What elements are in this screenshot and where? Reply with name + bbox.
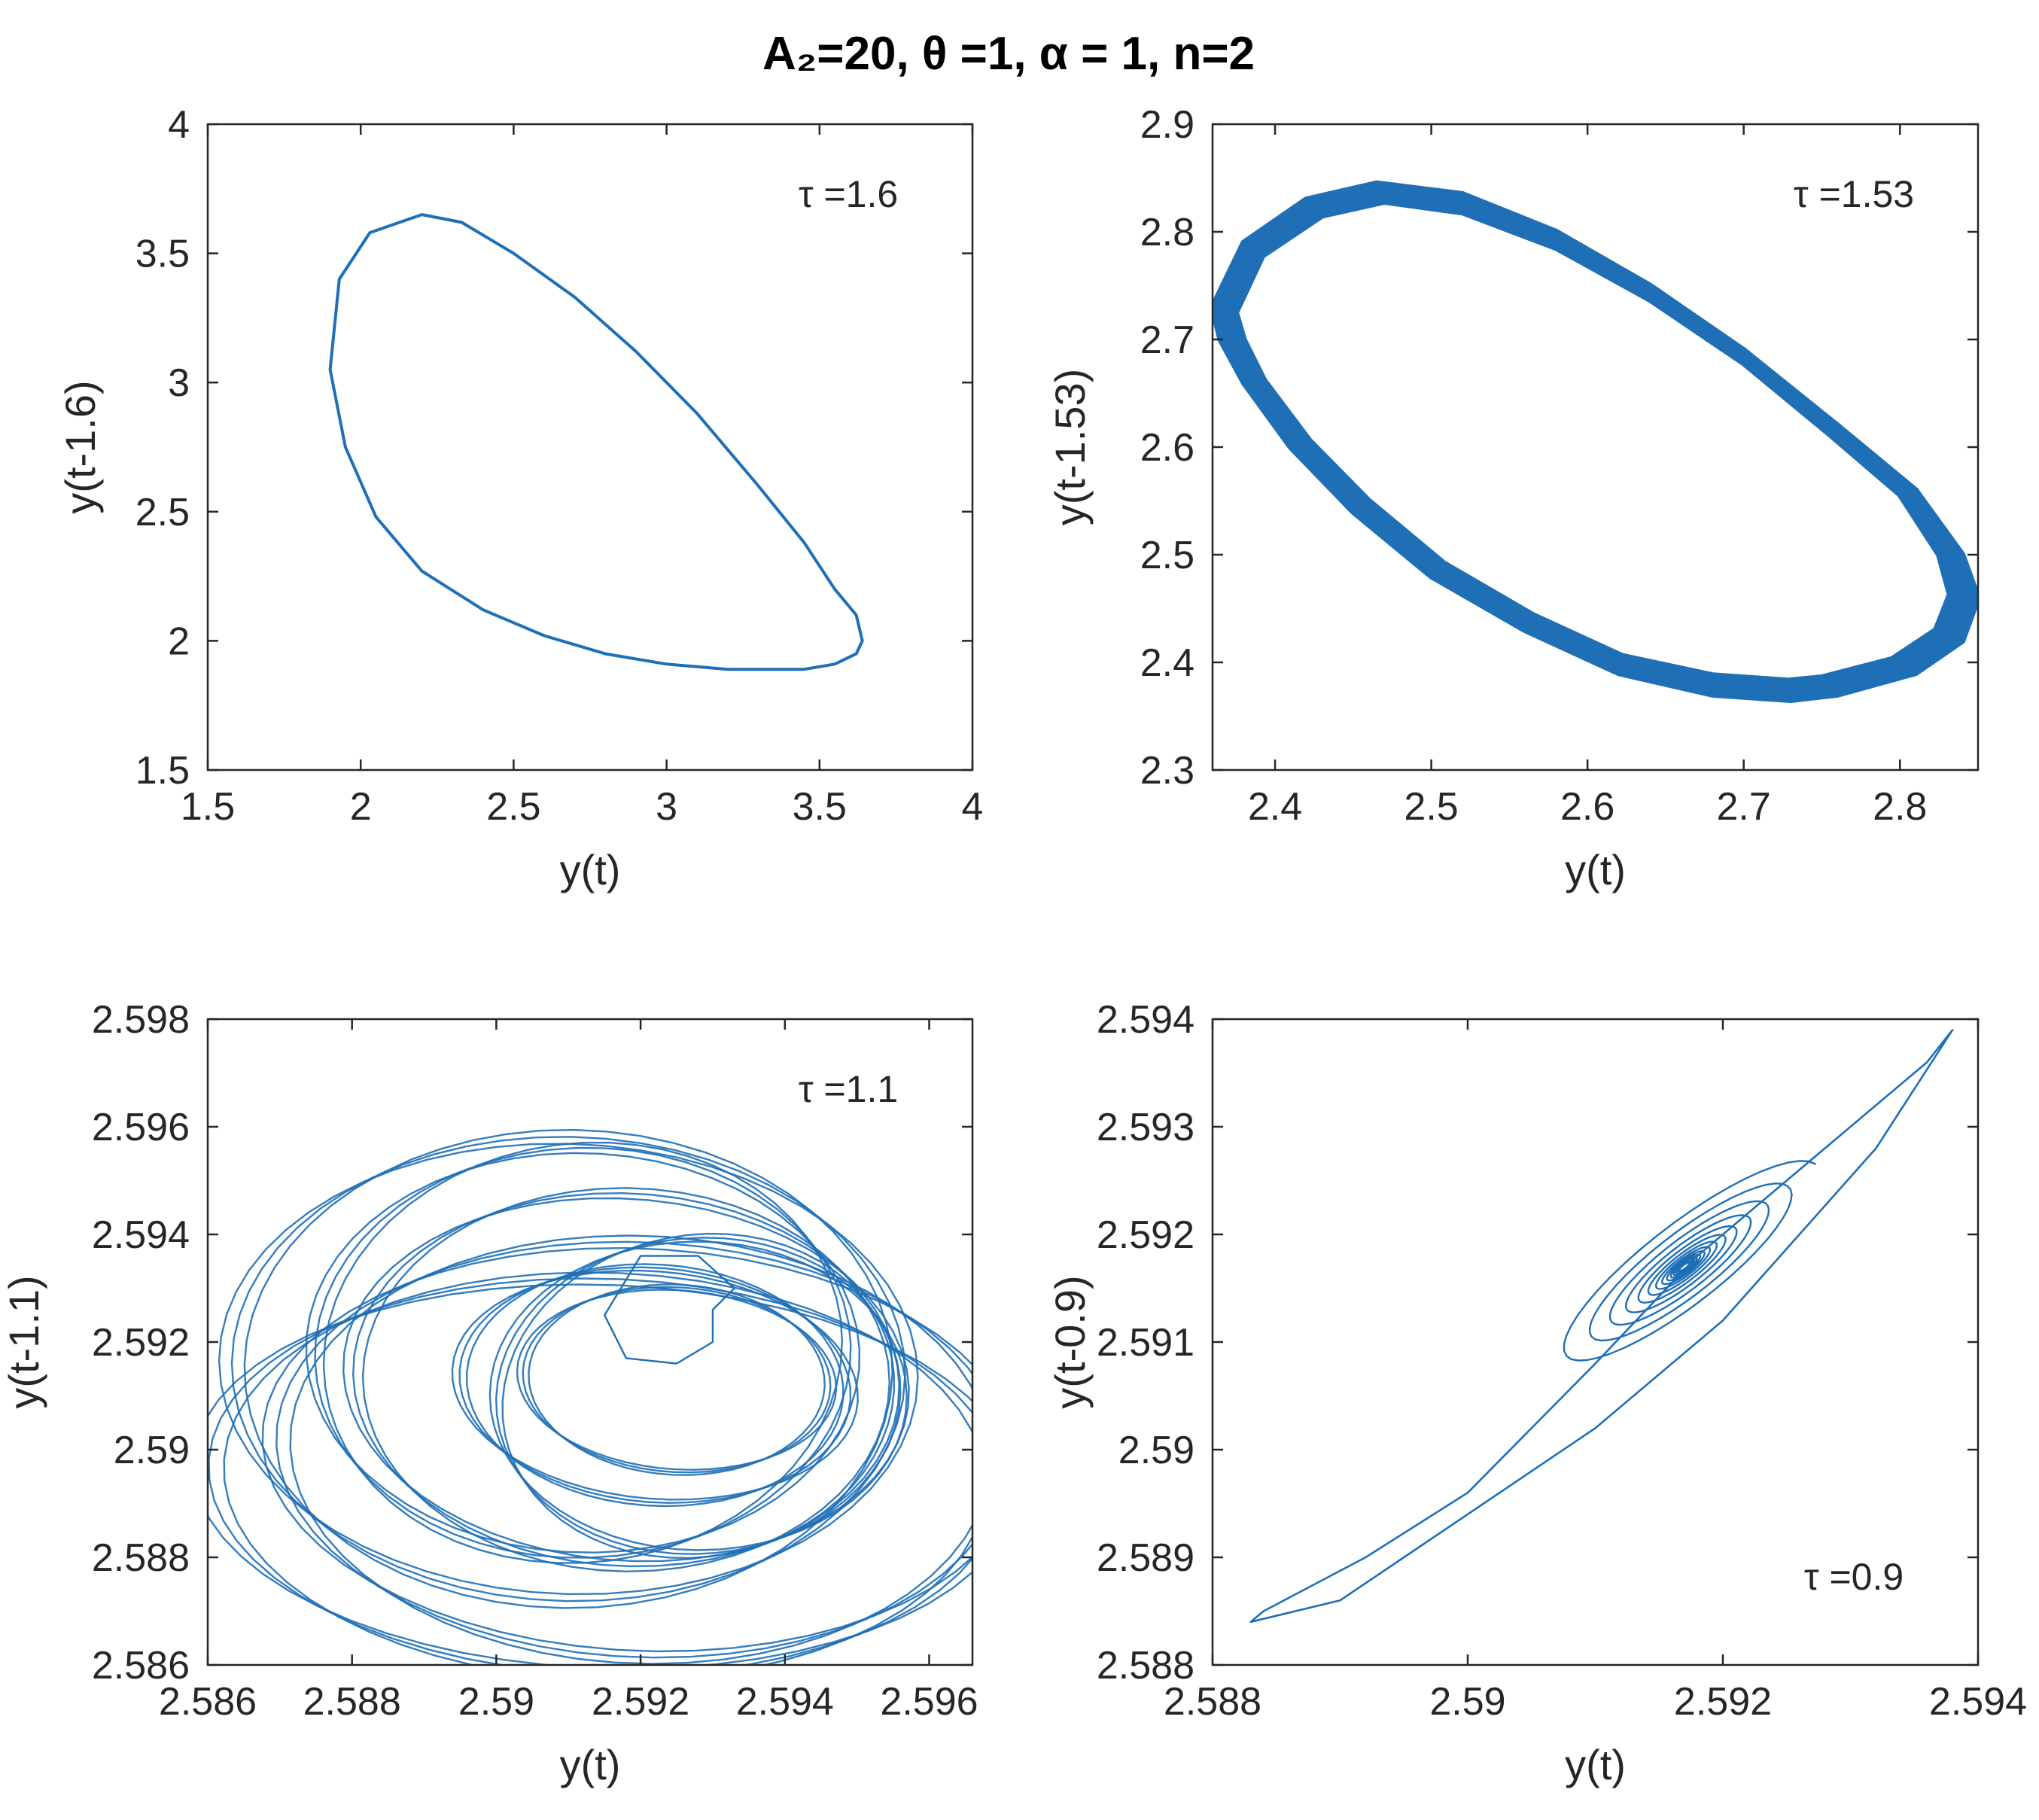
y-tick-label: 2.588 xyxy=(92,1536,190,1580)
orbit-loop xyxy=(488,1240,908,1551)
figure-title: A₂=20, θ =1, α = 1, n=2 xyxy=(762,28,1255,80)
x-tick-label: 2.588 xyxy=(303,1680,401,1724)
plot-area xyxy=(1213,180,1978,703)
spiral-line xyxy=(1563,1160,1817,1362)
x-tick-label: 2 xyxy=(350,785,372,829)
y-axis-label: y(t-1.6) xyxy=(56,380,104,513)
y-tick-label: 2.588 xyxy=(1097,1644,1194,1688)
orbit-loop xyxy=(522,1286,832,1474)
plot-area xyxy=(328,213,864,671)
x-tick-label: 1.5 xyxy=(181,785,235,829)
x-tick-label: 2.594 xyxy=(1929,1680,2027,1724)
orbit-loop xyxy=(516,1289,838,1471)
y-tick-label: 2.598 xyxy=(92,998,190,1042)
x-axis-label: y(t) xyxy=(1565,846,1626,893)
y-tick-label: 2.596 xyxy=(92,1106,190,1149)
y-tick-label: 2.7 xyxy=(1140,318,1194,362)
orbit-loop xyxy=(208,1283,972,1665)
panel-tau-0-9: 2.588 2.59 2.592 2.594 2.588 2.589 2.59 2.591 2.… xyxy=(1046,998,2027,1788)
y-tick-label: 2.59 xyxy=(114,1429,190,1472)
figure-title-text: A₂=20, θ =1, α = 1, n=2 xyxy=(762,28,1255,80)
x-tick-label: 2.594 xyxy=(736,1680,834,1724)
x-axis-label: y(t) xyxy=(560,1741,621,1788)
tau-annotation: τ =1.53 xyxy=(1794,173,1914,215)
x-tick-label: 2.8 xyxy=(1873,785,1927,829)
y-tick-label: 3 xyxy=(168,361,190,405)
x-tick-label: 4 xyxy=(962,785,984,829)
tau-annotation: τ =1.6 xyxy=(799,173,898,215)
orbit-loop xyxy=(218,1143,919,1596)
x-axis-label: y(t) xyxy=(1565,1741,1626,1788)
x-tick-label: 2.592 xyxy=(592,1680,689,1724)
x-tick-label: 2.7 xyxy=(1717,785,1771,829)
tau-annotation: τ =0.9 xyxy=(1804,1556,1904,1598)
orbit-loop xyxy=(208,1277,972,1665)
orbit-loop xyxy=(305,1152,861,1554)
x-tick-label: 2.5 xyxy=(486,785,540,829)
x-tick-label: 2.6 xyxy=(1560,785,1614,829)
orbit-loop xyxy=(322,1141,844,1564)
x-tick-label: 2.59 xyxy=(1429,1680,1505,1724)
y-tick-label: 2.3 xyxy=(1140,749,1194,793)
y-tick-label: 1.5 xyxy=(135,749,190,793)
orbit-loop xyxy=(495,1237,902,1555)
x-tick-label: 2.4 xyxy=(1248,785,1302,829)
orbit-loop xyxy=(501,1232,896,1560)
plot-area xyxy=(208,1128,972,1665)
x-axis-label: y(t) xyxy=(560,846,621,893)
y-tick-label: 2.594 xyxy=(92,1213,190,1257)
y-tick-label: 2.59 xyxy=(1118,1429,1194,1472)
outer-orbit-line xyxy=(1249,1029,1954,1624)
y-tick-label: 2.593 xyxy=(1097,1106,1194,1149)
panel-tau-1-53: 2.4 2.5 2.6 2.7 2.8 2.3 2.4 2.5 2.6 2.7 2.8 2.9 y(t)… xyxy=(1046,103,1980,893)
orbit-band xyxy=(1213,181,1978,703)
y-tick-label: 2.592 xyxy=(1097,1213,1194,1257)
orbit-loop xyxy=(261,1246,972,1653)
y-tick-label: 2.586 xyxy=(92,1644,190,1688)
orbit-loop xyxy=(314,1146,852,1559)
axes-frame xyxy=(206,123,974,772)
panel-tau-1-1: 2.586 2.588 2.59 2.592 2.594 2.596 2.586 2.588 2… xyxy=(0,998,978,1788)
y-tick-label: 2.592 xyxy=(92,1321,190,1365)
y-tick-label: 2.4 xyxy=(1140,641,1194,685)
orbit-loop xyxy=(352,1192,900,1568)
panel-tau-1-6: 1.5 2 2.5 3 3.5 4 1.5 2 2.5 3 3.5 4 y(t) y(t-1.6) τ =1… xyxy=(56,103,983,893)
orbit-line xyxy=(328,213,864,671)
x-tick-label: 2.59 xyxy=(458,1680,534,1724)
x-tick-label: 3 xyxy=(656,785,677,829)
orbit-loop xyxy=(466,1263,845,1508)
y-tick-label: 4 xyxy=(168,103,190,147)
y-tick-label: 3.5 xyxy=(135,233,190,276)
y-axis-label: y(t-1.1) xyxy=(0,1275,47,1408)
y-tick-label: 2 xyxy=(168,619,190,663)
x-tick-label: 2.588 xyxy=(1164,1680,1261,1724)
y-tick-label: 2.594 xyxy=(1097,998,1194,1042)
orbit-line xyxy=(1213,180,1978,703)
y-tick-label: 2.6 xyxy=(1140,426,1194,470)
y-axis-label: y(t-0.9) xyxy=(1046,1275,1094,1408)
tau-annotation: τ =1.1 xyxy=(799,1068,898,1110)
plot-area xyxy=(1249,1029,1954,1624)
x-tick-label: 2.586 xyxy=(159,1680,257,1724)
orbit-loop xyxy=(361,1187,891,1573)
y-tick-label: 2.5 xyxy=(1140,534,1194,577)
y-tick-label: 2.8 xyxy=(1140,211,1194,254)
y-tick-label: 2.5 xyxy=(135,491,190,534)
x-tick-label: 2.596 xyxy=(880,1680,978,1724)
x-tick-label: 2.5 xyxy=(1404,785,1458,829)
y-tick-label: 2.589 xyxy=(1097,1536,1194,1580)
transient-line xyxy=(604,1255,735,1365)
orbit-loop xyxy=(528,1283,826,1476)
y-tick-label: 2.9 xyxy=(1140,103,1194,147)
x-tick-label: 2.592 xyxy=(1674,1680,1772,1724)
x-tick-label: 3.5 xyxy=(793,785,847,829)
orbit-loop xyxy=(223,1271,972,1665)
orbit-loop xyxy=(243,1128,893,1609)
orbit-loop xyxy=(230,1136,906,1602)
orbit-line xyxy=(1233,199,1953,684)
y-axis-label: y(t-1.53) xyxy=(1046,369,1094,526)
y-tick-label: 2.591 xyxy=(1097,1321,1194,1365)
